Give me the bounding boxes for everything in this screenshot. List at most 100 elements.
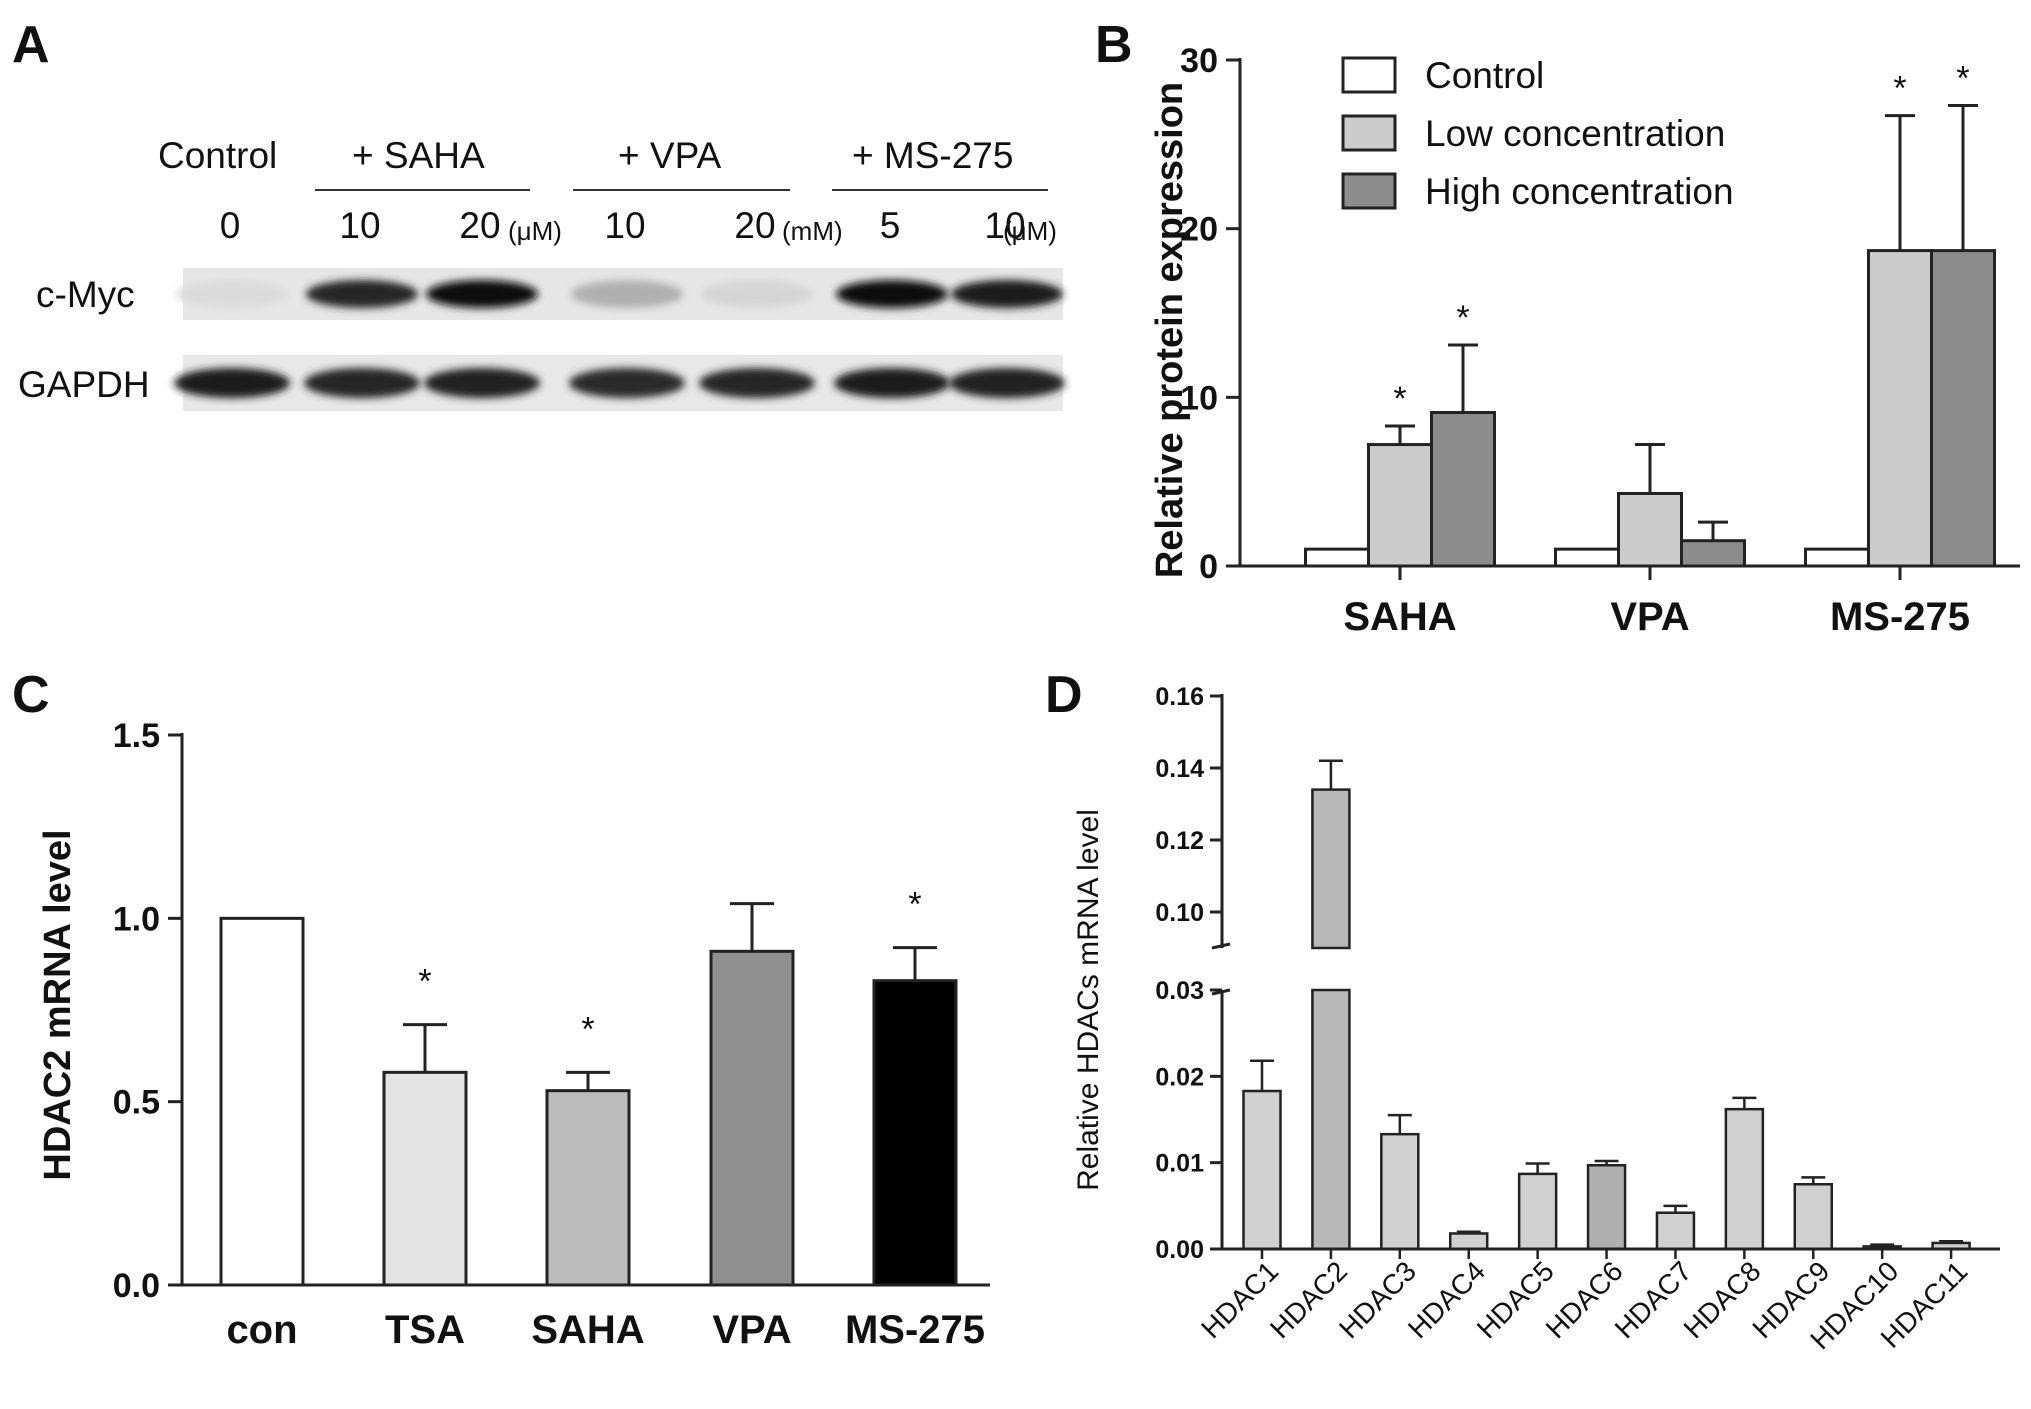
- chart-b-bar-0-0: [1304, 547, 1370, 568]
- chart-b: * * * * SAHA VPA MS-275 0 10 20 30 Relative prote…: [1149, 42, 2020, 639]
- chart-d-ytick-lower-label-2: 0.02: [1155, 1063, 1204, 1091]
- chart-b-sig-2-1: *: [1893, 70, 1906, 108]
- chart-d-xlabel-7: HDAC8: [1678, 1255, 1767, 1344]
- chart-c-xlabel-1: TSA: [385, 1308, 465, 1352]
- chart-d-bars: [1242, 759, 1971, 1251]
- chart-c-axes: con TSA SAHA VPA MS-275 0.0 0.5 1.0 1.5: [113, 717, 990, 1352]
- chart-c-xlabel-4: MS-275: [845, 1308, 985, 1352]
- chart-b-bar-1-2: [1680, 539, 1746, 568]
- blot-band-cmyc-6: [951, 280, 1063, 308]
- chart-b-bar-0-1: [1367, 443, 1433, 568]
- blot-band-cmyc-2: [426, 280, 538, 308]
- panel-letter-b: B: [1095, 16, 1133, 74]
- chart-b-bar-2-2: [1930, 249, 1996, 568]
- chart-c-bar-1: [382, 1070, 468, 1287]
- chart-d-bar-7: [1724, 1107, 1765, 1251]
- chart-d-bar-8: [1793, 1183, 1834, 1251]
- chart-d-bar-upper-1: [1311, 788, 1351, 950]
- chart-b-sig-2-2: *: [1956, 60, 1969, 98]
- chart-d-ytick-lower-label-3: 0.03: [1155, 977, 1204, 1005]
- chart-d-ytick-upper-label-1: 0.12: [1155, 827, 1204, 855]
- blot-unit-ms275: (μM): [1003, 216, 1057, 246]
- chart-c-ytick-label-2: 1.0: [113, 900, 160, 938]
- chart-c-xlabel-0: con: [226, 1308, 297, 1352]
- chart-b-bar-1-1: [1617, 491, 1683, 568]
- chart-b-xlabel-2: MS-275: [1830, 595, 1970, 639]
- western-blot: Control + SAHA + VPA + MS-275 0 10 20 10 20 5…: [18, 135, 1065, 411]
- chart-c: * * * con TSA SAHA VPA MS-275 0.0 0.5 1.0 1.5 HDAC…: [37, 717, 990, 1352]
- chart-b-legend-label-1: Low concentration: [1425, 113, 1725, 154]
- blot-unit-saha: (μM): [508, 216, 562, 246]
- blot-band-gapdh-3: [569, 368, 685, 398]
- blot-band-cmyc-3: [571, 280, 683, 308]
- blot-band-gapdh-1: [304, 368, 420, 398]
- chart-d: HDAC1HDAC2HDAC3HDAC4HDAC5HDAC6HDAC7HDAC8…: [1072, 683, 2000, 1355]
- chart-b-ytick-label-1: 10: [1180, 379, 1218, 417]
- blot-unit-vpa: (mM): [782, 216, 843, 246]
- blot-band-gapdh-2: [424, 368, 540, 398]
- chart-b-legend: Control Low concentration High concentrati…: [1341, 55, 1734, 212]
- chart-b-bar-0-2: [1430, 411, 1496, 568]
- chart-d-xlabel-5: HDAC6: [1540, 1255, 1629, 1344]
- chart-d-ytick-upper-label-3: 0.16: [1155, 683, 1204, 711]
- chart-b-sig-0-2: *: [1456, 299, 1469, 337]
- chart-b-legend-swatch-2: [1341, 172, 1397, 210]
- chart-d-break-mark-lower: [1211, 988, 1231, 996]
- chart-d-ytick-lower-label-1: 0.01: [1155, 1150, 1204, 1178]
- chart-d-bar-2: [1380, 1132, 1420, 1251]
- chart-d-xlabel-4: HDAC5: [1471, 1255, 1560, 1344]
- chart-c-bar-3: [709, 949, 795, 1287]
- chart-c-bars: * * *: [219, 886, 958, 1287]
- chart-d-axes: HDAC1HDAC2HDAC3HDAC4HDAC5HDAC6HDAC7HDAC8…: [1155, 683, 2000, 1355]
- chart-d-bar-lower-1: [1311, 988, 1351, 1251]
- panel-letter-a: A: [12, 16, 50, 74]
- chart-c-bar-0: [219, 916, 305, 1287]
- chart-b-ylabel: Relative protein expression: [1149, 82, 1191, 578]
- blot-dose-4: 20: [734, 205, 775, 246]
- blot-row-label-cmyc: c-Myc: [36, 274, 135, 315]
- chart-b-ytick-label-2: 20: [1180, 211, 1218, 249]
- chart-c-ytick-label-0: 0.0: [113, 1267, 160, 1305]
- blot-dose-0: 0: [220, 205, 241, 246]
- panel-letter-d: D: [1045, 666, 1083, 724]
- blot-dose-5: 5: [880, 205, 901, 246]
- blot-doses: 0 10 20 10 20 5 10: [220, 205, 1026, 246]
- chart-d-bar-3: [1448, 1232, 1489, 1251]
- chart-d-bar-4: [1517, 1172, 1558, 1251]
- chart-b-sig-0-1: *: [1393, 380, 1406, 418]
- blot-band-cmyc-5: [836, 280, 948, 308]
- chart-c-sig-2: *: [581, 1010, 594, 1048]
- chart-d-bar-0: [1242, 1089, 1282, 1251]
- chart-d-ytick-upper-label-2: 0.14: [1155, 755, 1204, 783]
- chart-c-sig-1: *: [418, 963, 431, 1001]
- blot-dose-2: 20: [459, 205, 500, 246]
- chart-b-ytick-label-0: 0: [1199, 548, 1218, 586]
- blot-band-cmyc-1: [306, 280, 418, 308]
- chart-d-bar-6: [1655, 1211, 1696, 1251]
- chart-b-bar-2-1: [1867, 249, 1933, 568]
- chart-c-bar-4: [872, 979, 958, 1287]
- chart-b-legend-label-2: High concentration: [1425, 171, 1734, 212]
- chart-d-xlabel-2: HDAC3: [1333, 1255, 1422, 1344]
- chart-d-bar-5: [1586, 1164, 1627, 1251]
- chart-d-xlabel-3: HDAC4: [1402, 1255, 1491, 1344]
- blot-dose-3: 10: [604, 205, 645, 246]
- chart-b-bar-2-0: [1804, 547, 1870, 568]
- chart-b-legend-label-0: Control: [1425, 55, 1544, 96]
- blot-band-cmyc-0: [176, 280, 288, 308]
- chart-d-ytick-lower-label-0: 0.00: [1155, 1236, 1204, 1264]
- blot-dose-1: 10: [339, 205, 380, 246]
- blot-dose-6: 10: [984, 205, 1025, 246]
- chart-b-legend-swatch-1: [1341, 114, 1397, 152]
- blot-bands: [174, 280, 1065, 398]
- chart-c-xlabel-3: VPA: [712, 1308, 791, 1352]
- chart-b-bar-1-0: [1554, 547, 1620, 568]
- chart-d-xlabel-0: HDAC1: [1195, 1255, 1284, 1344]
- chart-c-ytick-label-1: 0.5: [113, 1084, 160, 1122]
- chart-d-break-mark-upper: [1211, 942, 1231, 950]
- chart-d-ylabel: Relative HDACs mRNA level: [1072, 809, 1105, 1191]
- blot-group-label-control: Control: [158, 135, 277, 176]
- chart-c-ytick-label-3: 1.5: [113, 717, 160, 755]
- blot-band-gapdh-5: [834, 368, 950, 398]
